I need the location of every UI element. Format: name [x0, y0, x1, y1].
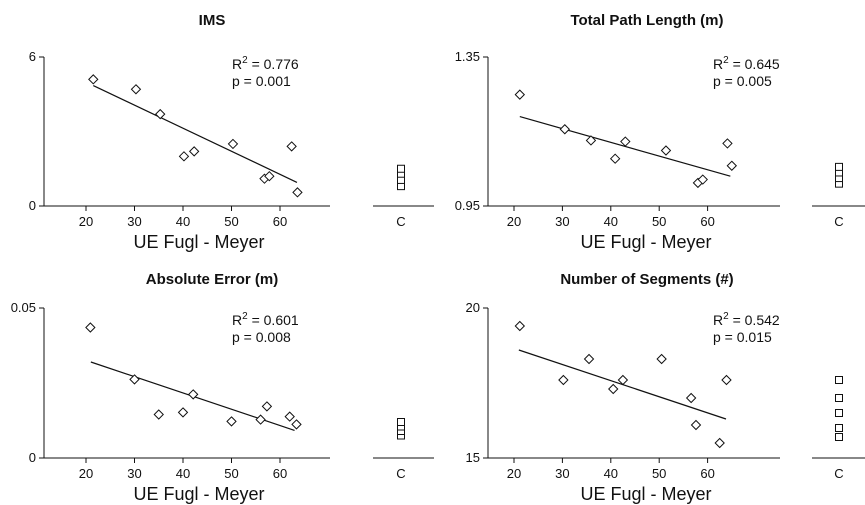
x-tick-label: 50: [652, 466, 666, 481]
x-tick-label: 30: [127, 466, 141, 481]
data-point: [130, 84, 142, 95]
y-tick-label: 0.05: [11, 300, 36, 315]
data-point: [514, 89, 526, 100]
control-point: [835, 394, 843, 402]
x-tick-label: 30: [555, 466, 569, 481]
panel-title: IMS: [199, 12, 226, 29]
data-point: [292, 187, 303, 198]
data-point: [608, 383, 619, 395]
x-tick-label: 40: [176, 214, 190, 229]
x-tick-label: 40: [604, 466, 618, 481]
y-tick-label: 1.35: [455, 49, 480, 64]
x-axis-label: UE Fugl - Meyer: [133, 232, 264, 252]
y-tick-label: 0.95: [455, 198, 480, 213]
data-point: [291, 419, 302, 430]
panel-title: Number of Segments (#): [560, 271, 733, 288]
data-point: [178, 151, 190, 162]
data-point: [656, 353, 667, 365]
control-point: [397, 418, 405, 426]
data-point: [697, 174, 708, 185]
r-squared-label: R2 = 0.601: [232, 311, 299, 328]
x-tick-label: 60: [273, 466, 287, 481]
y-tick-label: 0: [29, 450, 36, 465]
x-tick-label: 50: [224, 214, 238, 229]
x-tick-label: 20: [507, 466, 521, 481]
panel-title: Total Path Length (m): [570, 12, 723, 29]
r-squared-label: R2 = 0.645: [713, 55, 780, 72]
data-point: [153, 409, 164, 420]
data-point: [609, 153, 621, 164]
x-axis-label: UE Fugl - Meyer: [133, 484, 264, 504]
y-tick-label: 6: [29, 49, 36, 64]
x-axis-label: UE Fugl - Meyer: [580, 484, 711, 504]
data-point: [585, 135, 597, 146]
y-tick-label: 0: [29, 198, 36, 213]
data-point: [583, 353, 595, 365]
data-point: [188, 146, 200, 157]
data-point: [286, 141, 297, 152]
control-label: C: [834, 214, 843, 229]
control-point: [835, 376, 843, 384]
data-point: [617, 374, 629, 386]
p-value-label: p = 0.015: [713, 329, 772, 345]
control-label: C: [834, 466, 843, 481]
data-point: [129, 374, 140, 385]
data-point: [154, 108, 166, 120]
p-value-label: p = 0.001: [232, 73, 291, 89]
control-point: [835, 424, 843, 432]
data-point: [187, 389, 199, 400]
x-tick-label: 20: [507, 214, 521, 229]
data-point: [559, 124, 571, 135]
data-point: [226, 416, 237, 427]
y-tick-label: 20: [466, 300, 480, 315]
x-tick-label: 50: [224, 466, 238, 481]
r-squared-label: R2 = 0.542: [713, 311, 780, 328]
data-point: [690, 419, 702, 431]
data-point: [88, 74, 99, 85]
data-point: [685, 392, 697, 404]
data-point: [255, 414, 266, 425]
data-point: [261, 401, 273, 412]
data-point: [514, 320, 526, 332]
x-tick-label: 30: [127, 214, 141, 229]
data-point: [620, 136, 631, 147]
data-point: [721, 374, 732, 386]
x-tick-label: 60: [273, 214, 287, 229]
data-point: [660, 145, 672, 156]
data-point: [227, 138, 239, 150]
x-tick-label: 40: [176, 466, 190, 481]
x-tick-label: 50: [652, 214, 666, 229]
x-tick-label: 20: [79, 466, 93, 481]
control-point: [835, 162, 843, 171]
control-point: [397, 164, 405, 173]
data-point: [177, 407, 189, 418]
x-axis-label: UE Fugl - Meyer: [580, 232, 711, 252]
data-point: [284, 411, 295, 422]
x-tick-label: 60: [700, 466, 714, 481]
r-squared-label: R2 = 0.776: [232, 55, 299, 72]
panel-title: Absolute Error (m): [146, 271, 279, 288]
control-label: C: [396, 466, 405, 481]
data-point: [726, 160, 738, 171]
data-point: [722, 138, 733, 149]
y-tick-label: 15: [466, 450, 480, 465]
p-value-label: p = 0.005: [713, 73, 772, 89]
data-point: [264, 170, 275, 182]
data-point: [558, 374, 569, 386]
x-tick-label: 60: [700, 214, 714, 229]
data-point: [85, 322, 96, 333]
control-point: [835, 409, 843, 417]
p-value-label: p = 0.008: [232, 329, 291, 345]
x-tick-label: 40: [604, 214, 618, 229]
data-point: [714, 437, 725, 449]
x-tick-label: 20: [79, 214, 93, 229]
x-tick-label: 30: [555, 214, 569, 229]
control-point: [835, 433, 843, 441]
control-label: C: [396, 214, 405, 229]
regression-line: [93, 85, 298, 183]
